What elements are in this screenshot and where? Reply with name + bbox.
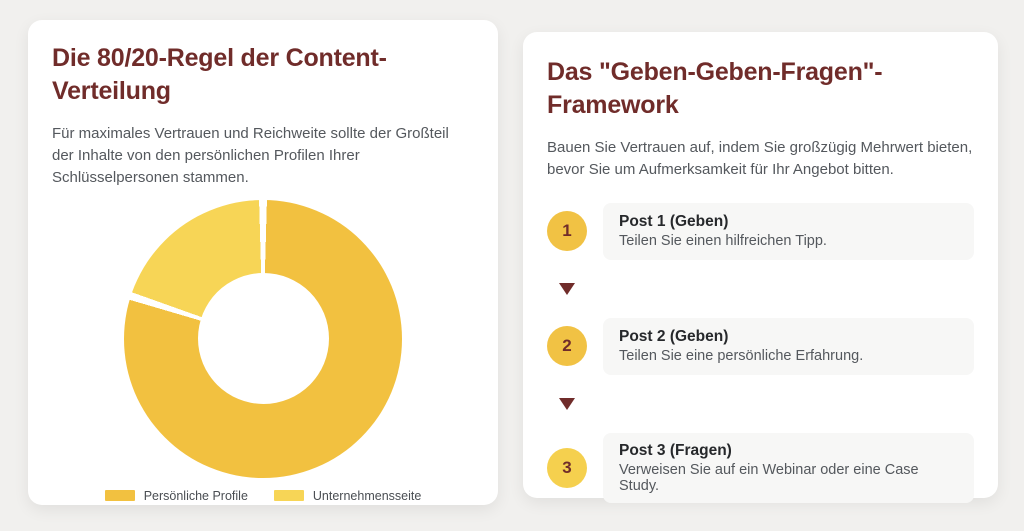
right-card-subtitle: Bauen Sie Vertrauen auf, indem Sie großz… (547, 139, 973, 178)
step-description-1: Teilen Sie einen hilfreichen Tipp. (619, 233, 827, 250)
step-title-1: Post 1 (Geben) (619, 213, 729, 231)
legend-item-company-page[interactable]: Unternehmensseite (273, 488, 422, 503)
right-card-title: Das "Geben-Geben-Fragen"-Framework (547, 58, 883, 119)
donut-ring[interactable] (124, 199, 402, 478)
left-card-title: Die 80/20-Regel der Content-Verteilung (52, 44, 387, 105)
chart-legend: Persönliche Profile Unternehmensseite (52, 489, 474, 503)
step-title-3: Post 3 (Fragen) (619, 441, 732, 459)
left-card-subtitle: Für maximales Vertrauen und Reichweite s… (52, 125, 449, 186)
step-description-3: Verweisen Sie auf ein Webinar oder eine … (619, 461, 919, 494)
step-row-2: 2 Post 2 (Geben) Teilen Sie eine persönl… (547, 317, 974, 375)
arrow-down-icon (559, 282, 575, 295)
step-box-2: Post 2 (Geben) Teilen Sie eine persönlic… (603, 317, 974, 375)
content-distribution-card: Die 80/20-Regel der Content-Verteilung F… (28, 20, 498, 505)
arrow-row-2 (547, 375, 974, 433)
step-description-2: Teilen Sie eine persönliche Erfahrung. (619, 348, 864, 365)
step-number-badge-3: 3 (547, 447, 587, 488)
donut-hole (197, 273, 329, 405)
arrow-down-icon (559, 397, 575, 410)
legend-label-company-page: Unternehmensseite (312, 488, 422, 503)
legend-swatch-personal-profiles (104, 490, 135, 502)
step-number-badge-1: 1 (547, 211, 587, 252)
step-title-2: Post 2 (Geben) (619, 328, 729, 346)
step-number-badge-2: 2 (547, 326, 587, 367)
step-box-1: Post 1 (Geben) Teilen Sie einen hilfreic… (603, 202, 974, 260)
step-box-3: Post 3 (Fragen) Verweisen Sie auf ein We… (603, 432, 974, 503)
donut-chart (52, 197, 474, 481)
framework-card: Das "Geben-Geben-Fragen"-Framework Bauen… (523, 32, 998, 503)
legend-label-personal-profiles: Persönliche Profile (143, 488, 248, 503)
framework-steps: 1 Post 1 (Geben) Teilen Sie einen hilfre… (547, 202, 974, 503)
legend-item-personal-profiles[interactable]: Persönliche Profile (104, 488, 248, 503)
step-row-1: 1 Post 1 (Geben) Teilen Sie einen hilfre… (547, 202, 974, 260)
step-row-3: 3 Post 3 (Fragen) Verweisen Sie auf ein … (547, 432, 974, 503)
legend-swatch-company-page (273, 490, 304, 502)
arrow-row-1 (547, 260, 974, 318)
